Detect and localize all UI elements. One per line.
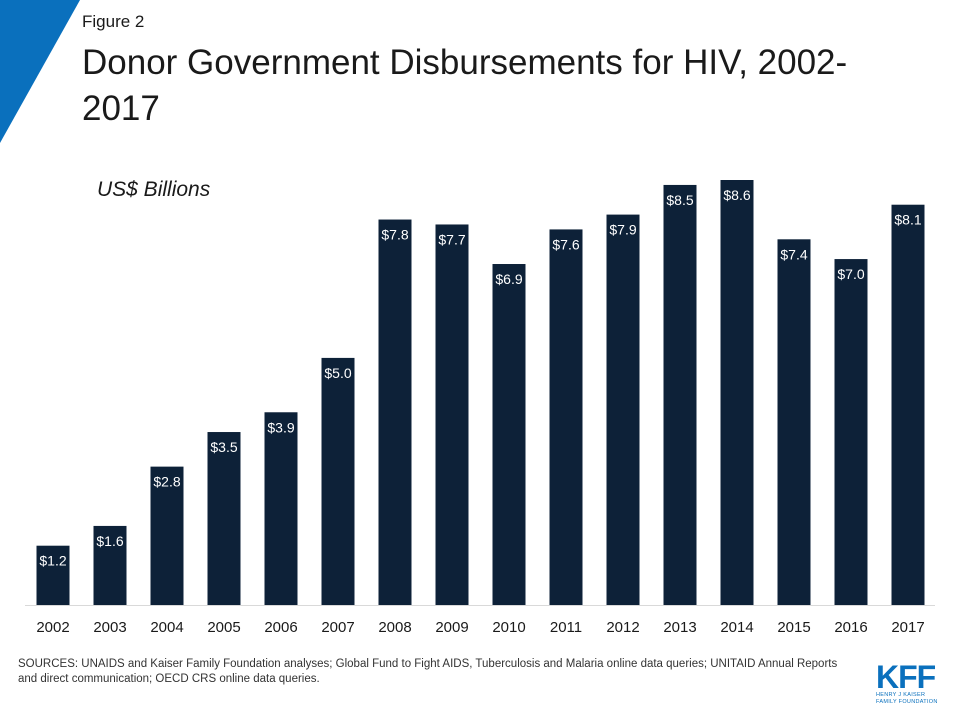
value-label-2011: $7.6 <box>552 236 579 252</box>
bar-2012 <box>606 214 640 605</box>
value-label-2004: $2.8 <box>153 474 180 490</box>
chart-title: Donor Government Disbursements for HIV, … <box>82 43 848 128</box>
value-label-2017: $8.1 <box>894 212 921 228</box>
value-label-2007: $5.0 <box>324 365 351 381</box>
bar-2007 <box>321 357 355 605</box>
bar-2009 <box>435 224 469 605</box>
x-tick-label-2006: 2006 <box>264 619 297 636</box>
value-label-2009: $7.7 <box>438 231 465 247</box>
x-tick-label-2017: 2017 <box>891 619 924 636</box>
x-tick-label-2005: 2005 <box>207 619 240 636</box>
bar-2008 <box>378 219 412 605</box>
bar-2013 <box>663 184 697 605</box>
x-tick-label-2016: 2016 <box>834 619 867 636</box>
bar-2005 <box>207 432 241 605</box>
corner-accent-triangle <box>0 0 80 143</box>
value-label-2005: $3.5 <box>210 439 237 455</box>
bar-2011 <box>549 229 583 605</box>
x-tick-label-2011: 2011 <box>550 619 582 636</box>
bar-2004 <box>150 466 184 605</box>
figure-label: Figure 2 <box>82 12 145 31</box>
logo-wordmark: KFF <box>876 659 936 695</box>
kff-logo: KFF HENRY J KAISER FAMILY FOUNDATION <box>876 659 946 705</box>
x-tick-label-2008: 2008 <box>378 619 411 636</box>
value-label-2016: $7.0 <box>837 266 864 282</box>
x-tick-label-2002: 2002 <box>36 619 69 636</box>
value-label-2014: $8.6 <box>723 187 750 203</box>
bar-2010 <box>492 264 526 605</box>
bar-2017 <box>891 204 925 606</box>
x-tick-label-2007: 2007 <box>321 619 354 636</box>
x-tick-label-2013: 2013 <box>663 619 696 636</box>
units-label: US$ Billions <box>97 178 211 201</box>
x-tick-label-2015: 2015 <box>777 619 810 636</box>
bar-2003 <box>93 525 127 605</box>
bar-2014 <box>720 180 754 605</box>
value-label-2015: $7.4 <box>780 246 807 262</box>
logo-line-2: FAMILY FOUNDATION <box>876 698 938 705</box>
x-tick-label-2003: 2003 <box>93 619 126 636</box>
value-label-2013: $8.5 <box>666 192 693 208</box>
value-label-2012: $7.9 <box>609 222 636 238</box>
sources-note: SOURCES: UNAIDS and Kaiser Family Founda… <box>18 658 838 685</box>
x-tick-label-2014: 2014 <box>720 619 753 636</box>
logo-line-1: HENRY J KAISER <box>876 692 926 698</box>
x-tick-label-2012: 2012 <box>606 619 639 636</box>
x-tick-label-2004: 2004 <box>150 619 183 636</box>
bar-2016 <box>834 259 868 605</box>
x-tick-label-2010: 2010 <box>492 619 525 636</box>
value-label-2006: $3.9 <box>267 419 294 435</box>
value-label-2002: $1.2 <box>39 553 66 569</box>
bar-2002 <box>36 545 70 605</box>
x-tick-label-2009: 2009 <box>435 619 468 636</box>
bar-2015 <box>777 239 811 606</box>
value-label-2003: $1.6 <box>96 533 123 549</box>
bar-2006 <box>264 412 298 605</box>
value-label-2008: $7.8 <box>381 227 408 243</box>
value-label-2010: $6.9 <box>495 271 522 287</box>
